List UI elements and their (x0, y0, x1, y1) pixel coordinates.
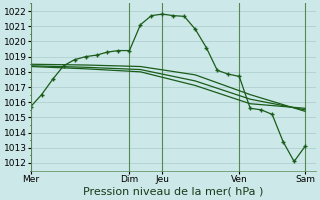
X-axis label: Pression niveau de la mer( hPa ): Pression niveau de la mer( hPa ) (83, 187, 264, 197)
